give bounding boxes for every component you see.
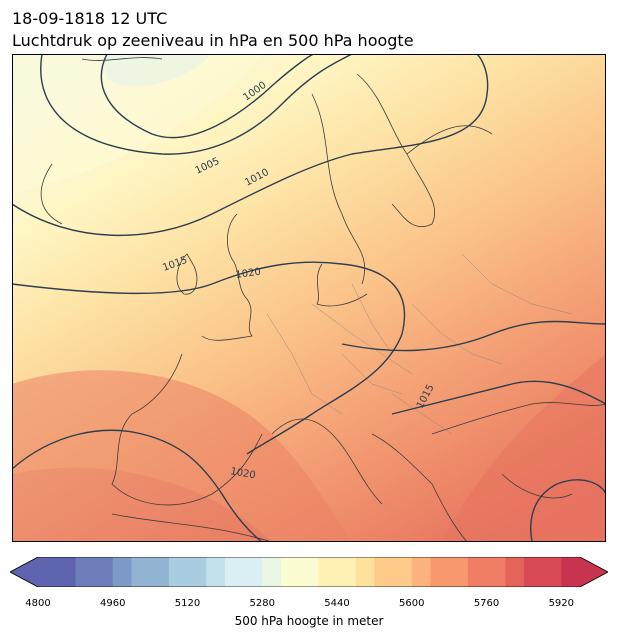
colorbar-tick-label: 4800 <box>25 598 51 609</box>
colorbar-cell <box>374 557 394 587</box>
colorbar-cell <box>94 557 114 587</box>
isobar-1005 <box>40 54 353 155</box>
isobar-1010 <box>12 54 489 237</box>
colorbar-cell <box>299 557 319 587</box>
isobar-label-1020-south: 1020 <box>229 466 256 481</box>
colorbar-cell <box>561 557 581 587</box>
colorbar-tick-label: 5600 <box>399 598 425 609</box>
height-bands <box>12 54 606 542</box>
colorbar-cell <box>355 557 376 587</box>
isobar-1020-se <box>530 479 606 542</box>
colorbar-cell <box>337 557 357 587</box>
colorbar-extend-max <box>580 557 608 587</box>
colorbar-cell <box>505 557 525 587</box>
colorbar-tick-label: 4960 <box>100 598 126 609</box>
colorbar-cell <box>187 557 207 587</box>
colorbar-cell <box>280 557 301 587</box>
colorbar-cell <box>449 557 469 587</box>
map-frame <box>12 54 606 542</box>
colorbar-tick-label: 5440 <box>324 598 350 609</box>
colorbar-cell <box>467 557 488 587</box>
colorbar-cell <box>38 557 58 587</box>
colorbar-cell <box>542 557 562 587</box>
colorbar-cell <box>224 557 245 587</box>
colorbar <box>10 557 608 587</box>
colorbar-cell <box>411 557 432 587</box>
isobar-1015 <box>12 261 406 455</box>
isobar-1000 <box>100 54 315 139</box>
colorbar-cell <box>75 557 95 587</box>
colorbar-cell <box>243 557 263 587</box>
isobar-1015-east <box>341 320 606 352</box>
colorbar-tick-label: 5760 <box>473 598 500 609</box>
colorbar-cell <box>206 557 226 587</box>
colorbar-cell <box>393 557 413 587</box>
colorbar-cells <box>38 557 581 587</box>
map-datetime: 18-09-1818 12 UTC <box>12 9 168 28</box>
colorbar-cell <box>112 557 133 587</box>
colorbar-cell <box>523 557 544 587</box>
colorbar-cell <box>262 557 282 587</box>
colorbar-cell <box>131 557 151 587</box>
isobar-1020-east <box>391 380 606 415</box>
colorbar-tick-label: 5120 <box>174 598 201 609</box>
colorbar-cell <box>150 557 170 587</box>
colorbar-cell <box>168 557 189 587</box>
colorbar-cell <box>430 557 450 587</box>
colorbar-label: 500 hPa hoogte in meter <box>234 614 384 628</box>
isobars <box>12 54 606 542</box>
map-title: Luchtdruk op zeeniveau in hPa en 500 hPa… <box>12 31 414 50</box>
colorbar-tick-label: 5920 <box>548 598 575 609</box>
pressure-height-map: 1000 1005 1010 1015 1020 1015 1020 <box>12 54 606 542</box>
isobar-1020-south <box>12 429 263 542</box>
colorbar-cell <box>318 557 338 587</box>
coastlines <box>40 57 606 542</box>
isobar-label-1020: 1020 <box>235 267 262 281</box>
colorbar-cell <box>486 557 506 587</box>
colorbar-extend-min <box>10 557 38 587</box>
colorbar-tick-label: 5280 <box>249 598 275 609</box>
colorbar-cell <box>56 557 76 587</box>
